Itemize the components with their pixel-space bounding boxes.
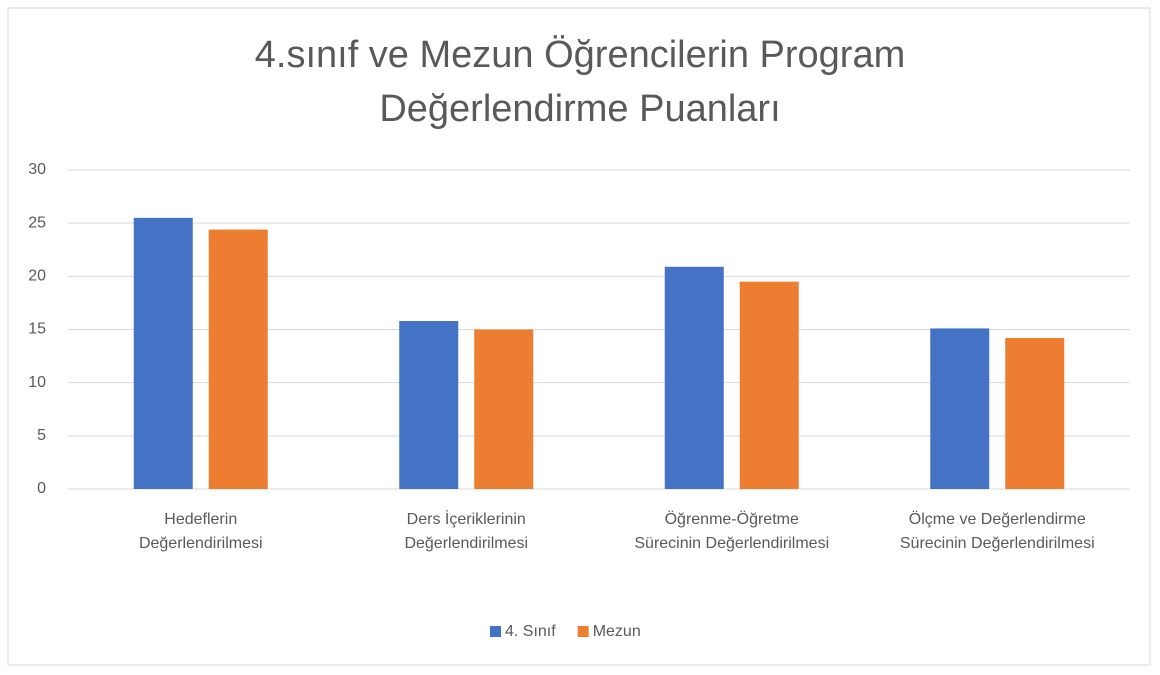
x-tick-label: Ölçme ve Değerlendirme Sürecinin Değerle… (899, 511, 1095, 552)
legend-swatch (490, 626, 501, 637)
y-tick-label: 30 (28, 161, 46, 178)
bar (739, 281, 799, 489)
x-tick-label: Ders İçeriklerinin Değerlendirilmesi (404, 511, 529, 552)
legend-label: Mezun (593, 623, 641, 640)
y-tick-label: 25 (28, 214, 46, 231)
x-tick-label: Öğrenme-Öğretme Sürecinin Değerlendirilm… (634, 511, 830, 552)
bar (930, 328, 990, 489)
y-tick-label: 5 (37, 427, 46, 444)
bar (133, 217, 193, 489)
bar (1005, 338, 1065, 489)
x-tick-label: Hedeflerin Değerlendirilmesi (138, 511, 263, 552)
legend-swatch (577, 626, 589, 637)
y-tick-label: 0 (37, 480, 46, 497)
y-tick-label: 20 (28, 268, 46, 285)
chart-title: 4.sınıf ve Mezun Öğrencilerin Program De… (254, 34, 906, 130)
bar (664, 266, 724, 489)
legend-label: 4. Sınıf (505, 623, 556, 640)
bar (208, 229, 268, 489)
y-tick-label: 15 (28, 321, 46, 338)
bar (474, 329, 534, 489)
y-tick-label: 10 (28, 374, 46, 391)
bar (399, 320, 459, 489)
